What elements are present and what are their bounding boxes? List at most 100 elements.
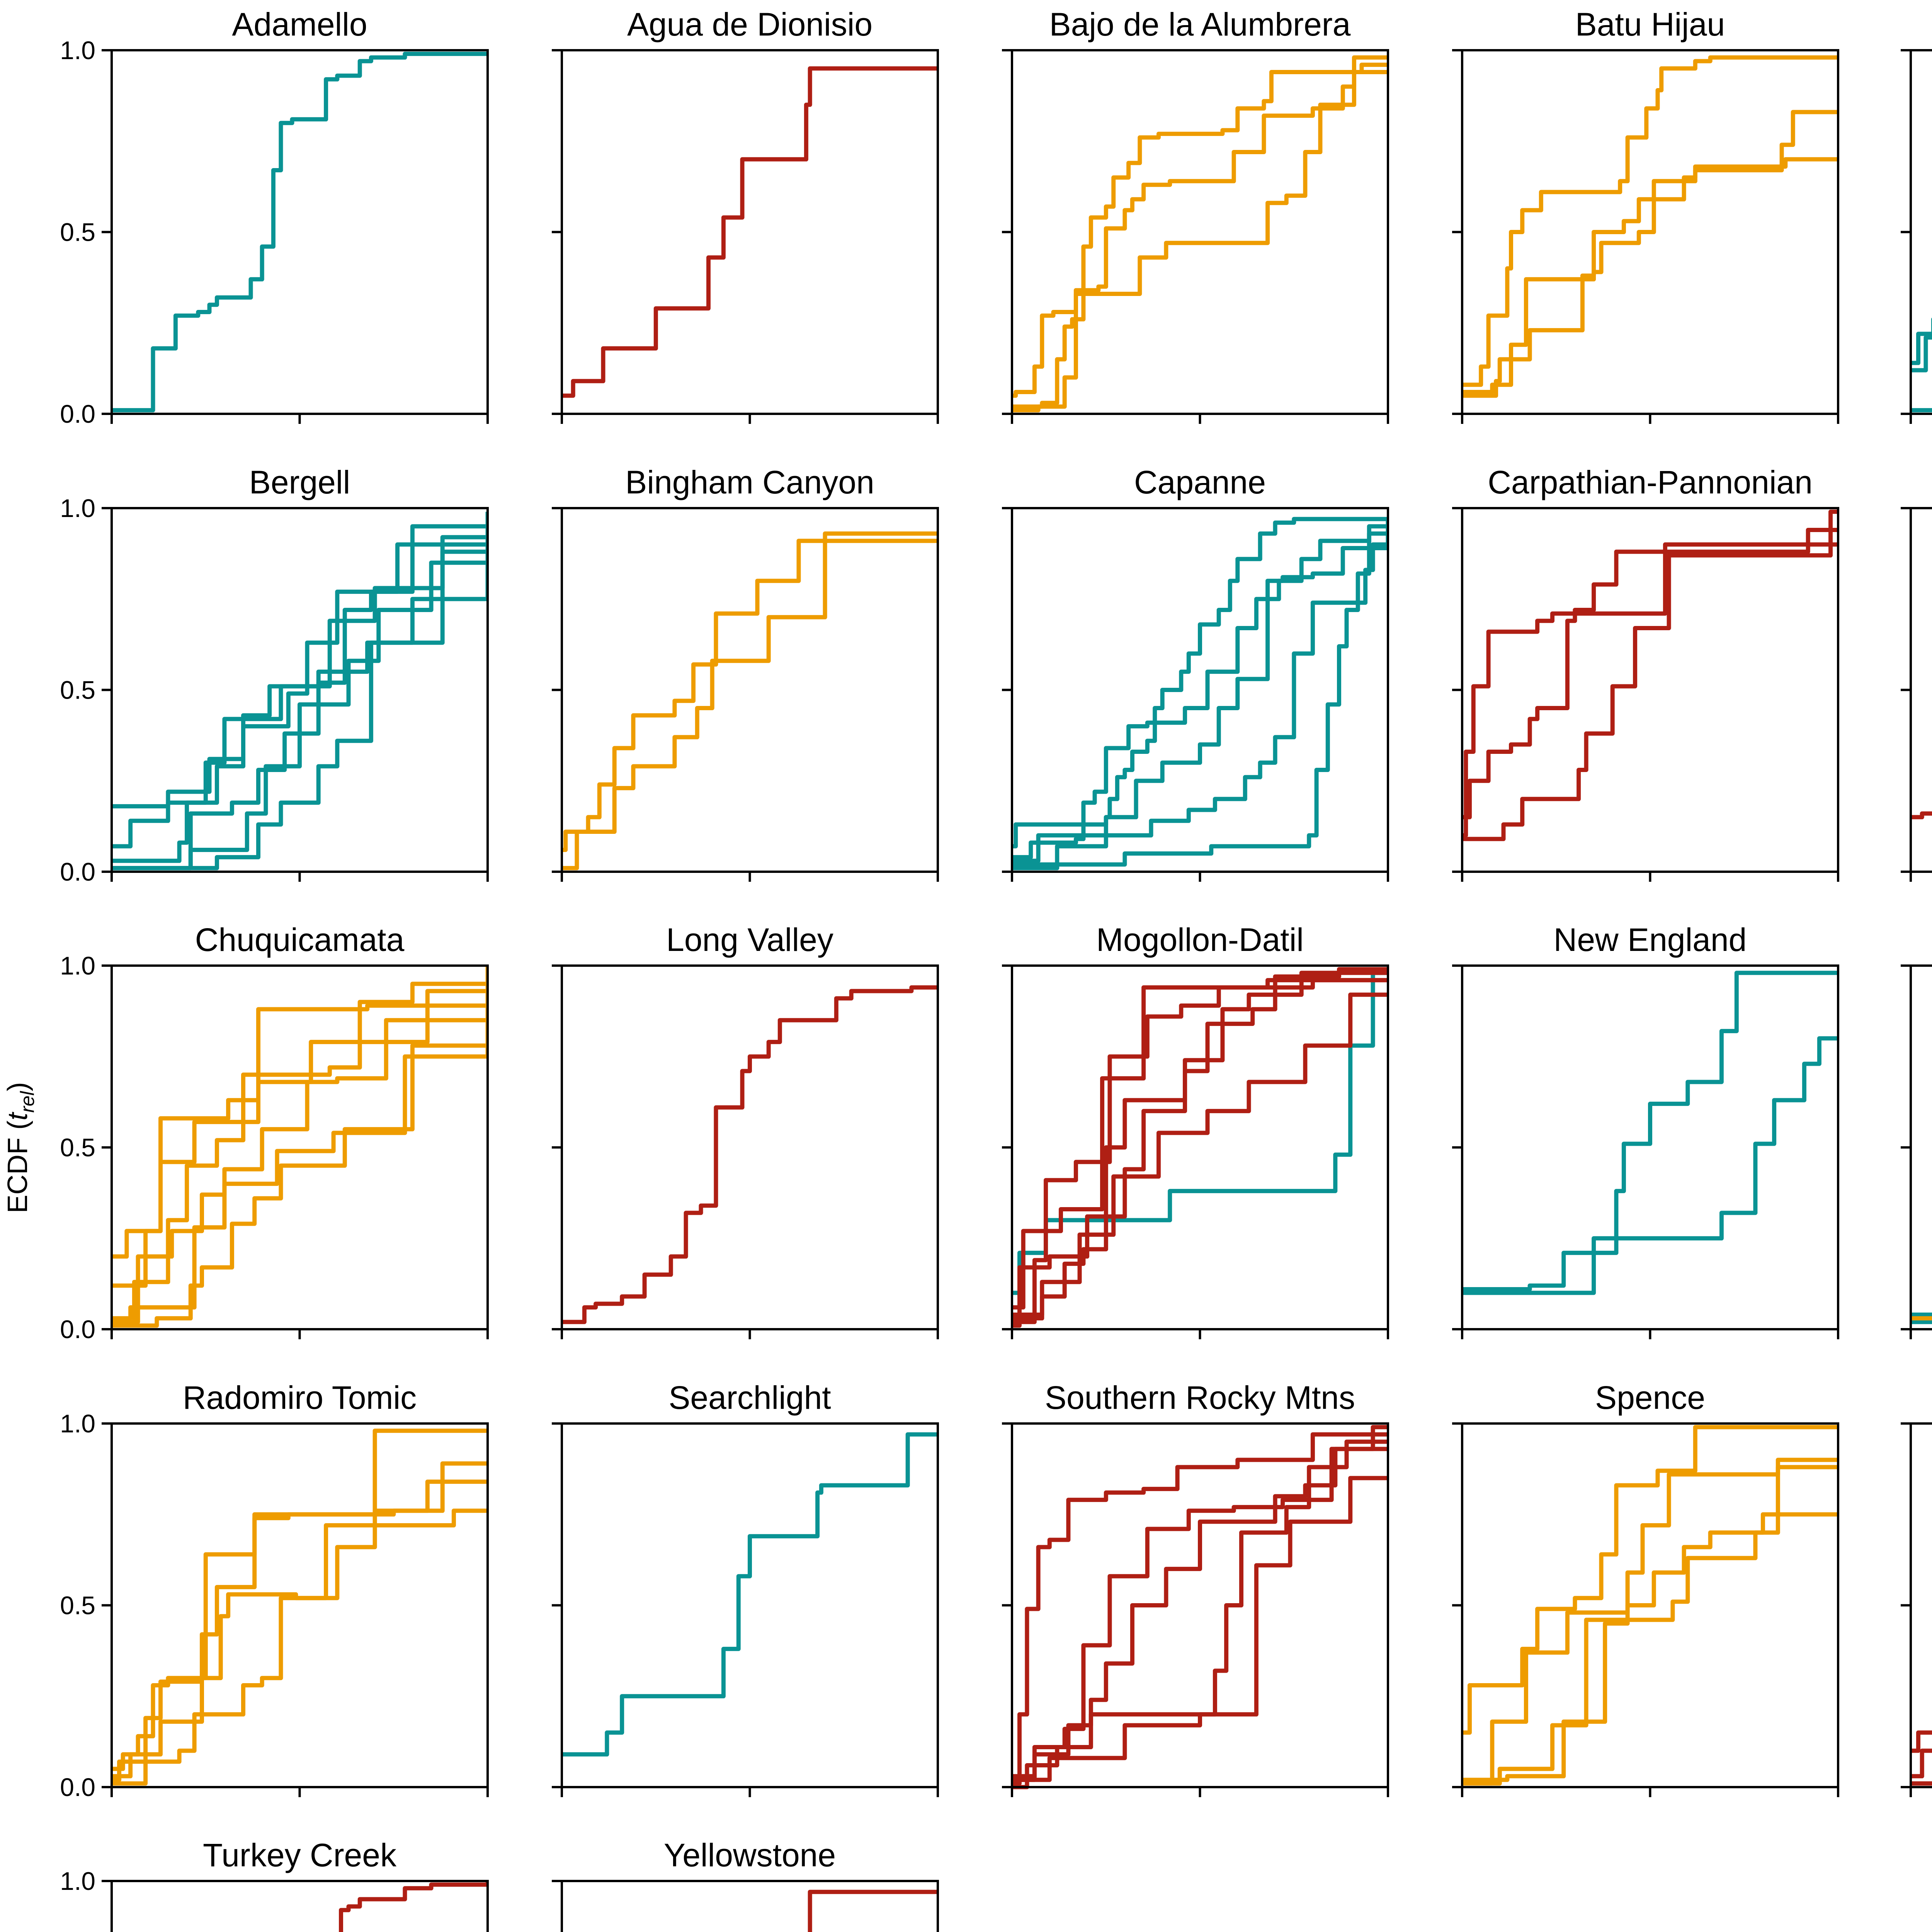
- curves: [1911, 1730, 1932, 1786]
- panel-title: Spence: [1595, 1379, 1705, 1416]
- axes-frame: [111, 49, 489, 415]
- ecdf-curve-porphyry: [1012, 70, 1388, 409]
- curves: [1462, 971, 1838, 1295]
- curves: [1012, 517, 1388, 871]
- panel-title: Capanne: [1134, 464, 1266, 500]
- panel-southern-rocky-mtns: Southern Rocky Mtns: [1002, 1379, 1389, 1797]
- panel-searchlight: Searchlight: [552, 1379, 939, 1797]
- panel-title: Batu Hijau: [1575, 6, 1725, 43]
- y-tick-label: 1.0: [60, 494, 95, 522]
- ecdf-curve-porphyry: [1462, 1465, 1838, 1782]
- ecdf-curve-porphyry: [562, 531, 938, 871]
- panel-title: Bergell: [249, 464, 350, 500]
- panel-title: Yellowstone: [664, 1837, 836, 1873]
- ecdf-curve-volcanic: [1012, 1476, 1388, 1789]
- y-tick-label: 0.5: [60, 1133, 95, 1162]
- ecdf-curve-volcanic: [562, 985, 938, 1324]
- curves: [1012, 967, 1388, 1328]
- panel-ok-tedi: Ok Tedi: [1901, 964, 1932, 1339]
- ecdf-curve-porphyry: [1462, 157, 1838, 398]
- ecdf-curve-porphyry: [112, 966, 488, 1321]
- curves: [1911, 1312, 1932, 1324]
- ecdf-curve-plutonic: [1012, 519, 1388, 863]
- panel-title: Adamello: [232, 6, 367, 43]
- curves: [1462, 55, 1838, 398]
- ecdf-curve-porphyry: [1462, 1458, 1838, 1786]
- y-axis-label: ECDF (trel): [2, 1082, 38, 1213]
- axes-frame: [561, 507, 939, 873]
- curves: [112, 512, 488, 871]
- ecdf-curve-volcanic: [1911, 811, 1932, 820]
- curves: [562, 66, 938, 398]
- ecdf-curve-plutonic: [562, 1432, 938, 1757]
- ecdf-curve-plutonic: [1012, 524, 1388, 867]
- panel-turkey-creek: Turkey Creek0.00.51.00.00.51.0: [60, 1837, 489, 1932]
- ecdf-curve-volcanic: [1462, 542, 1838, 838]
- panel-new-england: New England: [1452, 922, 1839, 1339]
- ecdf-curve-volcanic: [1012, 1447, 1388, 1782]
- panel-agua-de-dionisio: Agua de Dionisio: [552, 6, 939, 424]
- curves: [1462, 1425, 1838, 1786]
- curves: [112, 1429, 488, 1786]
- panel-capanne: Capanne: [1002, 464, 1389, 882]
- panel-title: Agua de Dionisio: [627, 6, 872, 43]
- panel-title: New England: [1554, 922, 1747, 958]
- ecdf-curve-volcanic: [1012, 992, 1388, 1317]
- panel-chegem: Chegem: [1901, 507, 1932, 882]
- ecdf-curve-plutonic: [1911, 335, 1932, 372]
- ecdf-curve-porphyry: [1012, 55, 1388, 413]
- panel-title: Bajo de la Alumbrera: [1049, 6, 1351, 43]
- ecdf-curve-volcanic: [1911, 1730, 1932, 1753]
- ecdf-curve-plutonic: [112, 535, 488, 809]
- curves: [808, 1889, 938, 1932]
- ecdf-curve-volcanic: [1012, 978, 1388, 1324]
- ecdf-curve-plutonic: [112, 519, 488, 871]
- curves: [562, 985, 938, 1324]
- panel-bingham-canyon: Bingham Canyon: [552, 464, 939, 882]
- ecdf-curve-porphyry: [112, 1509, 488, 1779]
- ecdf-curve-volcanic: [808, 1889, 938, 1932]
- panel-bajo-de-la-alumbrera: Bajo de la Alumbrera: [1002, 6, 1389, 424]
- panel-long-valley: Long Valley: [552, 922, 939, 1339]
- panel-radomiro-tomic: Radomiro Tomic 0.0 0.5 1.0: [60, 1379, 489, 1801]
- panel-bear-valley: Bear Valley: [1901, 49, 1932, 424]
- curves: [562, 531, 938, 871]
- panel-title: Southern Rocky Mtns: [1045, 1379, 1355, 1416]
- panel-title: Mogollon-Datil: [1096, 922, 1304, 958]
- axes-frame: [111, 1422, 489, 1788]
- panel-toba: Toba: [1901, 1422, 1932, 1797]
- panel-adamello: Adamello 0.0 0.5 1.0: [60, 6, 489, 428]
- y-axis-label-main: ECDF (: [2, 1121, 33, 1213]
- y-tick-label: 0.0: [60, 400, 95, 428]
- curves: [339, 1881, 488, 1932]
- ecdf-curve-plutonic: [112, 522, 488, 871]
- y-tick-label: 0.0: [60, 1773, 95, 1801]
- axes-frame: [1461, 964, 1839, 1330]
- ecdf-curve-volcanic: [339, 1881, 488, 1932]
- ecdf-curve-plutonic: [1012, 537, 1388, 871]
- curves: [1012, 1425, 1388, 1789]
- panel-bergell: Bergell 0.0 0.5 1.0: [60, 464, 489, 886]
- panel-spence: Spence: [1452, 1379, 1839, 1797]
- ecdf-curve-volcanic: [1462, 509, 1838, 841]
- ecdf-curve-porphyry: [112, 1043, 488, 1328]
- y-tick-label: 1.0: [60, 1867, 95, 1895]
- ecdf-curve-volcanic: [1012, 967, 1388, 1328]
- axes-frame: [1461, 507, 1839, 873]
- axes-frame: [1910, 49, 1932, 415]
- ecdf-curve-volcanic: [1012, 969, 1388, 1321]
- ecdf-curve-plutonic: [1911, 1320, 1932, 1324]
- curves: [562, 1432, 938, 1757]
- ecdf-curve-porphyry: [1462, 110, 1838, 394]
- y-tick-label: 1.0: [60, 36, 95, 65]
- panel-title: Bingham Canyon: [625, 464, 874, 500]
- ecdf-curve-volcanic: [1012, 1425, 1388, 1779]
- ecdf-curve-plutonic: [1911, 318, 1932, 365]
- y-tick-label: 1.0: [60, 951, 95, 980]
- y-tick-label: 0.5: [60, 218, 95, 247]
- axes-frame: [561, 964, 939, 1330]
- curves: [1012, 55, 1388, 413]
- axes-frame: [111, 1880, 489, 1932]
- ecdf-curve-plutonic: [1012, 517, 1388, 849]
